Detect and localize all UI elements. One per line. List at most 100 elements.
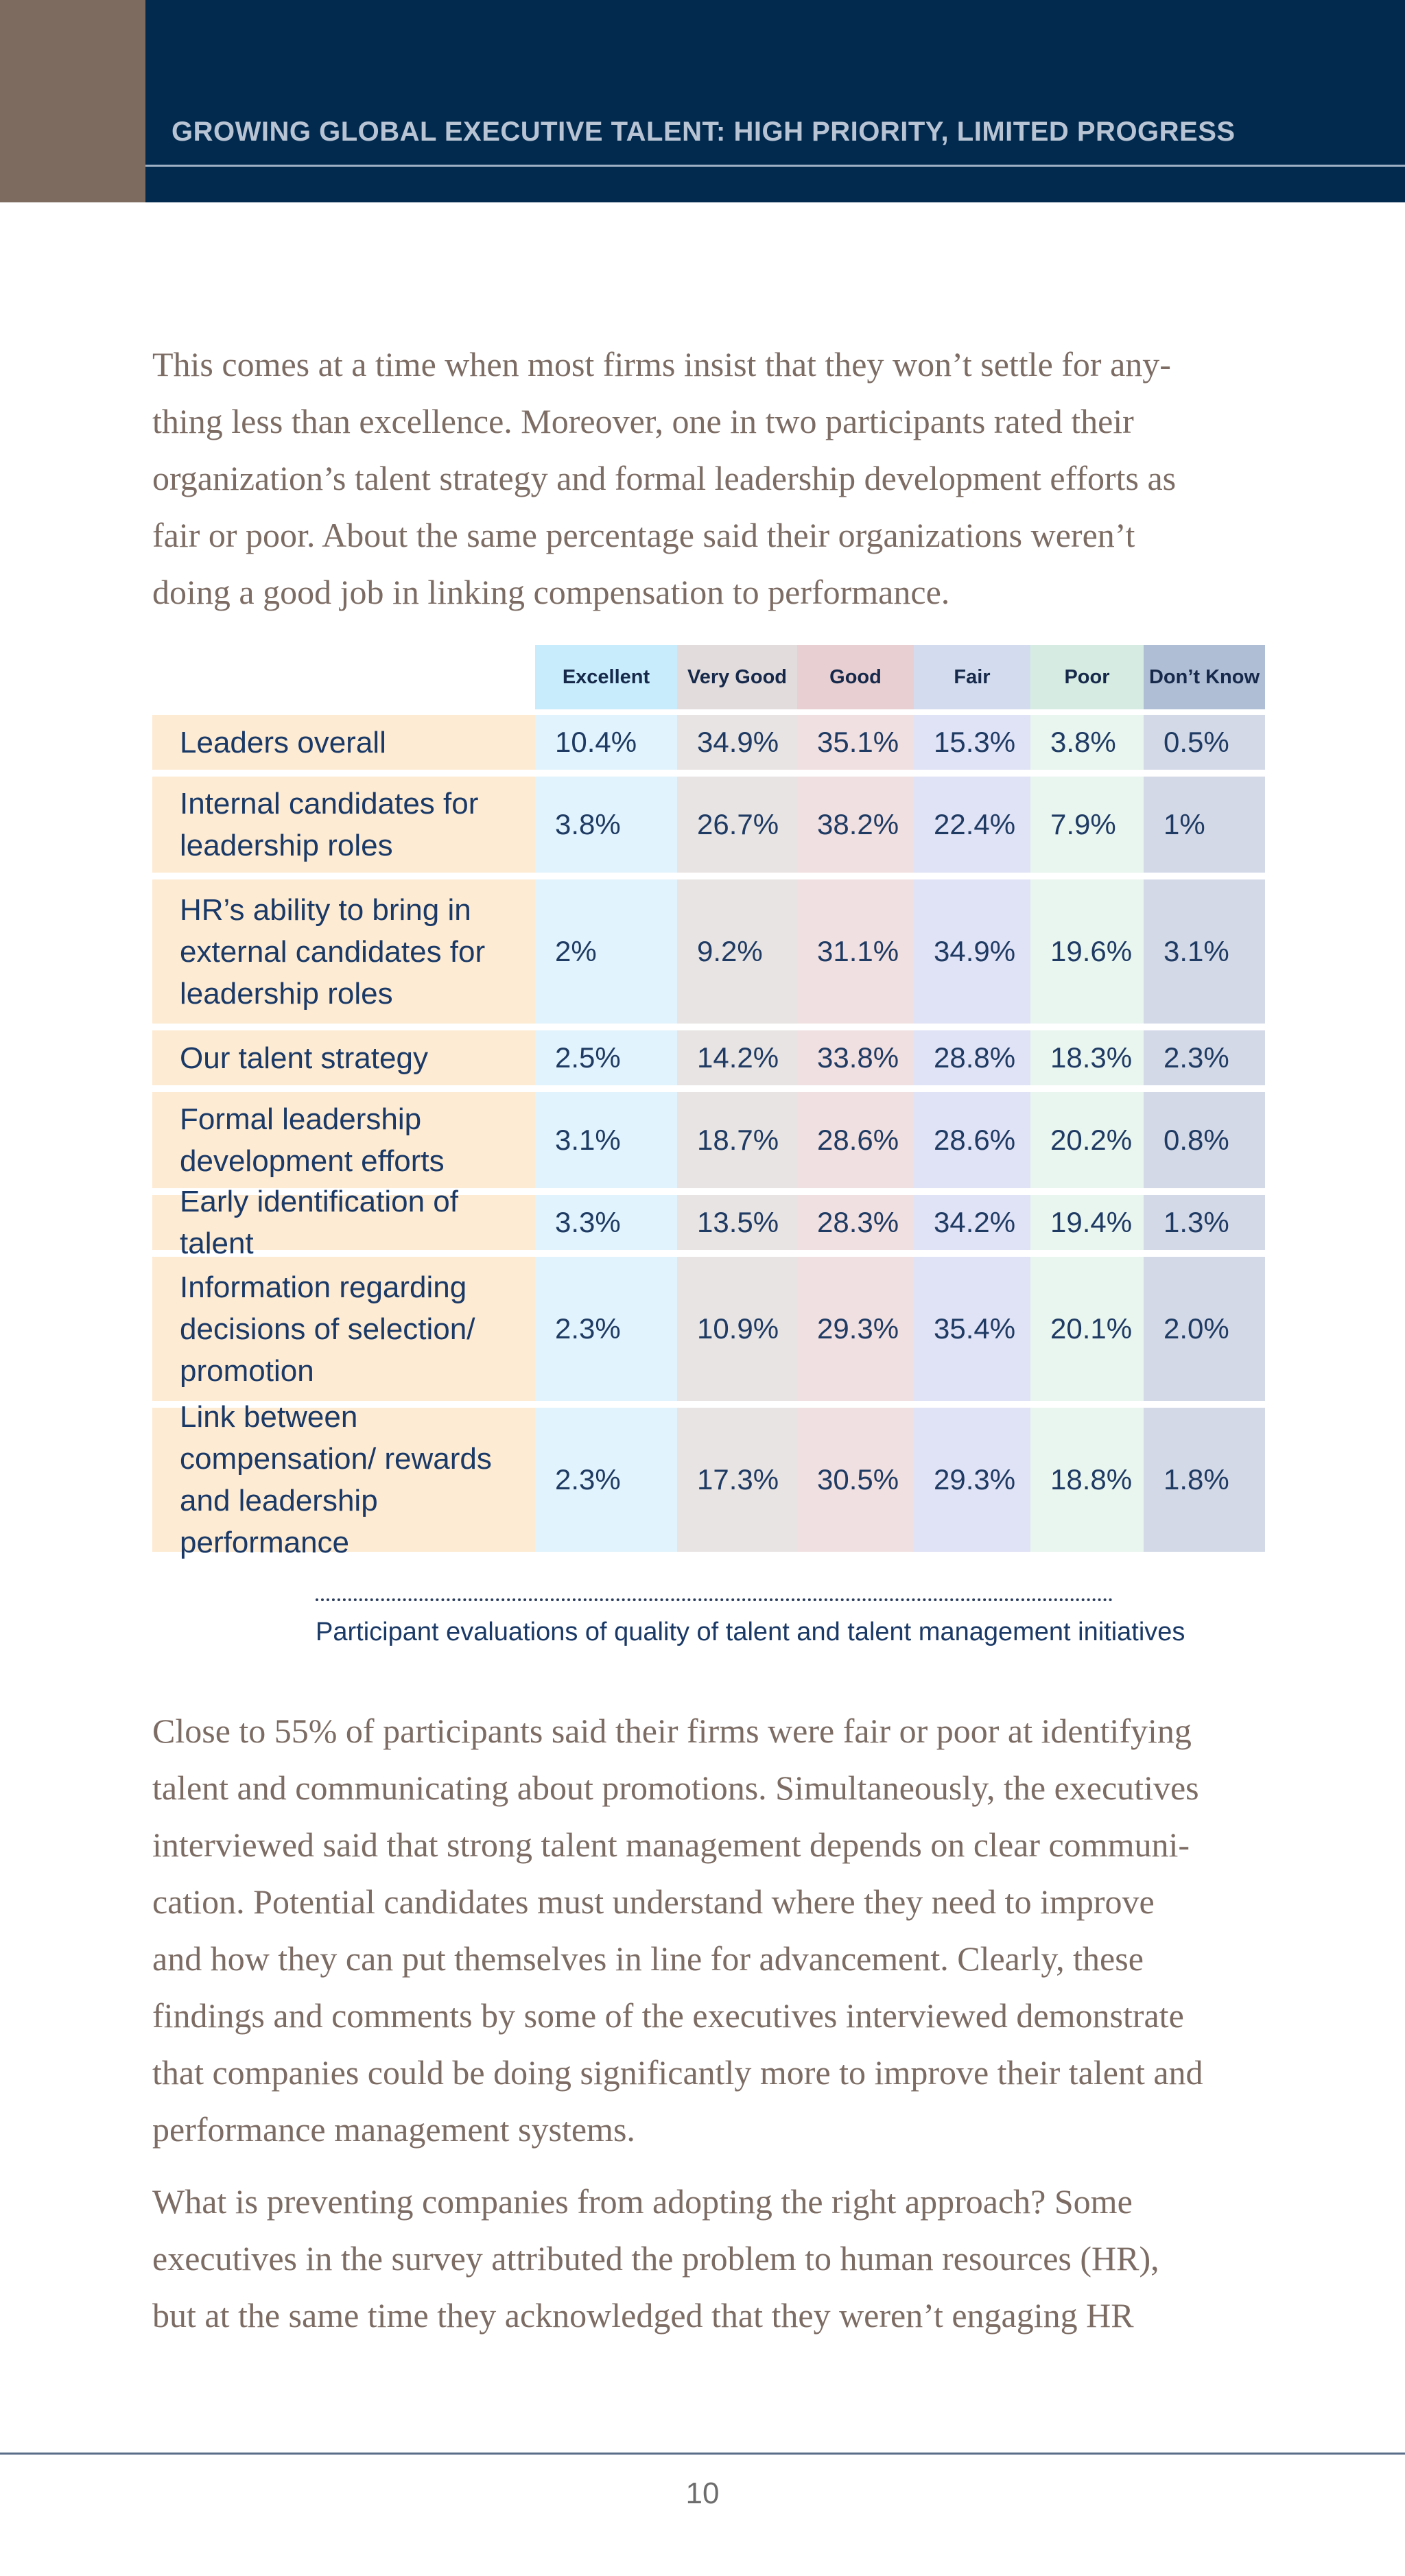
row-label: Leaders overall [152, 715, 535, 770]
row-label: Link between compensation/ rewards and l… [152, 1400, 535, 1559]
row-label: Information regarding decisions of selec… [152, 1257, 535, 1401]
text-line: findings and comments by some of the exe… [152, 1996, 1184, 2035]
value-cell: 29.3% [914, 1408, 1030, 1552]
table-row: Our talent strategy 2.5% 14.2% 33.8% 28.8% 18… [152, 1030, 1265, 1085]
value-cell: 0.5% [1144, 715, 1265, 770]
value-cell: 31.1% [797, 879, 914, 1024]
value-cell: 3.1% [535, 1092, 677, 1188]
text-line: talent and communicating about promotion… [152, 1769, 1199, 1807]
text-line: This comes at a time when most firms ins… [152, 345, 1171, 383]
footer-rule [0, 2453, 1405, 2455]
value-cell: 30.5% [797, 1408, 914, 1552]
value-cell: 34.2% [914, 1195, 1030, 1250]
table-body: Leaders overall 10.4% 34.9% 35.1% 15.3% 3.8% 0… [152, 715, 1265, 1559]
value-cell: 3.3% [535, 1195, 677, 1250]
value-cell: 3.8% [1030, 715, 1144, 770]
value-cell: 29.3% [797, 1257, 914, 1401]
table-row: Link between compensation/ rewards and l… [152, 1400, 1265, 1559]
value-cell: 20.1% [1030, 1257, 1144, 1401]
value-cell: 17.3% [677, 1408, 797, 1552]
text-line: cation. Potential candidates must unders… [152, 1882, 1155, 1921]
value-cell: 2.3% [535, 1408, 677, 1552]
table-row: Early identification of talent 3.3% 13.5% 2… [152, 1185, 1265, 1260]
value-cell: 7.9% [1030, 777, 1144, 873]
running-title: GROWING GLOBAL EXECUTIVE TALENT: HIGH PR… [172, 117, 1236, 147]
column-header: Good [797, 645, 914, 709]
text-line: executives in the survey attributed the … [152, 2239, 1159, 2278]
text-line: interviewed said that strong talent mana… [152, 1825, 1190, 1864]
header-accent-tab [0, 0, 145, 202]
value-cell: 10.4% [535, 715, 677, 770]
row-label: Formal leadership development efforts [152, 1092, 535, 1188]
text-line: organization’s talent strategy and forma… [152, 459, 1177, 497]
value-cell: 2.3% [535, 1257, 677, 1401]
value-cell: 2.0% [1144, 1257, 1265, 1401]
value-cell: 1.3% [1144, 1195, 1265, 1250]
value-cell: 0.8% [1144, 1092, 1265, 1188]
value-cell: 3.8% [535, 777, 677, 873]
evaluation-table: Excellent Very Good Good Fair Poor Don’t Know… [152, 645, 1265, 1559]
text-line: and how they can put themselves in line … [152, 1939, 1144, 1978]
row-label: Early identification of talent [152, 1185, 535, 1260]
value-cell: 19.4% [1030, 1195, 1144, 1250]
value-cell: 3.1% [1144, 879, 1265, 1024]
value-cell: 1.8% [1144, 1408, 1265, 1552]
table-header-row: Excellent Very Good Good Fair Poor Don’t Know [152, 645, 1265, 709]
page-header: GROWING GLOBAL EXECUTIVE TALENT: HIGH PR… [0, 0, 1405, 202]
value-cell: 2.3% [1144, 1030, 1265, 1085]
value-cell: 15.3% [914, 715, 1030, 770]
value-cell: 13.5% [677, 1195, 797, 1250]
page-number: 10 [685, 2477, 720, 2510]
text-line: Close to 55% of participants said their … [152, 1712, 1192, 1750]
value-cell: 22.4% [914, 777, 1030, 873]
intro-paragraph: This comes at a time when most firms ins… [152, 336, 1277, 621]
value-cell: 2% [535, 879, 677, 1024]
row-label: HR’s ability to bring in external candid… [152, 879, 535, 1024]
value-cell: 18.8% [1030, 1408, 1144, 1552]
body-paragraph-2: What is preventing companies from adopti… [152, 2173, 1277, 2344]
table-row: Internal candidates for leadership roles… [152, 777, 1265, 873]
value-cell: 28.6% [914, 1092, 1030, 1188]
text-line: performance management systems. [152, 2110, 635, 2149]
value-cell: 20.2% [1030, 1092, 1144, 1188]
text-line: but at the same time they acknowledged t… [152, 2296, 1134, 2335]
value-cell: 33.8% [797, 1030, 914, 1085]
value-cell: 38.2% [797, 777, 914, 873]
value-cell: 34.9% [914, 879, 1030, 1024]
value-cell: 14.2% [677, 1030, 797, 1085]
value-cell: 18.7% [677, 1092, 797, 1188]
value-cell: 35.4% [914, 1257, 1030, 1401]
text-line: thing less than excellence. Moreover, on… [152, 402, 1134, 440]
value-cell: 19.6% [1030, 879, 1144, 1024]
value-cell: 34.9% [677, 715, 797, 770]
value-cell: 28.8% [914, 1030, 1030, 1085]
value-cell: 26.7% [677, 777, 797, 873]
header-rule [145, 165, 1405, 167]
value-cell: 28.3% [797, 1195, 914, 1250]
table-row: HR’s ability to bring in external candid… [152, 879, 1265, 1024]
column-header: Very Good [677, 645, 797, 709]
table-caption: Participant evaluations of quality of ta… [316, 1618, 1185, 1646]
caption-dotted-rule [316, 1598, 1113, 1601]
value-cell: 9.2% [677, 879, 797, 1024]
column-header: Don’t Know [1144, 645, 1265, 709]
text-line: What is preventing companies from adopti… [152, 2182, 1133, 2221]
row-label: Our talent strategy [152, 1030, 535, 1085]
text-line: that companies could be doing significan… [152, 2053, 1203, 2092]
value-cell: 18.3% [1030, 1030, 1144, 1085]
table-row: Information regarding decisions of selec… [152, 1257, 1265, 1401]
body-paragraph-1: Close to 55% of participants said their … [152, 1703, 1277, 2158]
value-cell: 2.5% [535, 1030, 677, 1085]
row-label: Internal candidates for leadership roles [152, 777, 535, 873]
column-header: Fair [914, 645, 1030, 709]
table-row: Formal leadership development efforts 3.1… [152, 1092, 1265, 1188]
value-cell: 35.1% [797, 715, 914, 770]
table-row: Leaders overall 10.4% 34.9% 35.1% 15.3% 3.8% 0… [152, 715, 1265, 770]
text-line: fair or poor. About the same percentage … [152, 516, 1135, 554]
value-cell: 10.9% [677, 1257, 797, 1401]
text-line: doing a good job in linking compensation… [152, 573, 950, 611]
value-cell: 28.6% [797, 1092, 914, 1188]
column-header: Excellent [535, 645, 677, 709]
column-header: Poor [1030, 645, 1144, 709]
value-cell: 1% [1144, 777, 1265, 873]
